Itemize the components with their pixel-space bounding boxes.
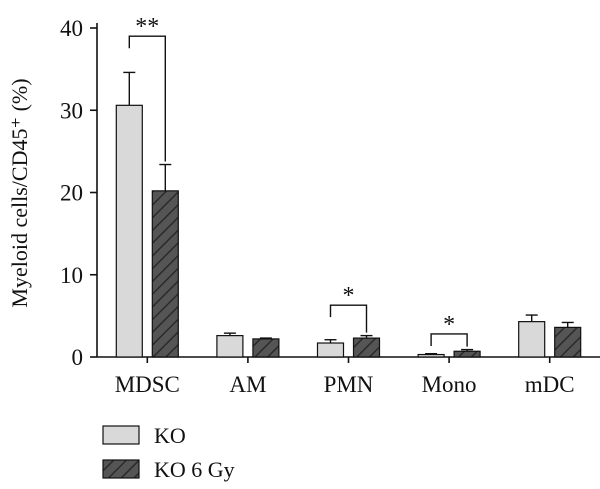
bar-am-ko [216, 335, 244, 358]
y-tick-label: 0 [72, 345, 84, 370]
bar-am-ko-6gy [252, 338, 280, 358]
x-tick-label: Mono [422, 372, 477, 397]
x-tick-label: mDC [525, 372, 575, 397]
bar-mdsc-ko-6gy [151, 190, 179, 358]
significance-label: * [443, 312, 455, 338]
bar-mdc-ko-6gy [554, 326, 582, 358]
bar-mdsc-ko [115, 104, 143, 358]
y-tick-label: 20 [60, 181, 83, 206]
x-tick-label: MDSC [115, 372, 180, 397]
bar-mono-ko-6gy [453, 350, 481, 358]
legend-label-ko-6gy: KO 6 Gy [154, 457, 235, 482]
significance-label: * [343, 283, 355, 309]
y-axis-label: Myeloid cells/CD45⁺ (%) [7, 78, 32, 307]
bar-pmn-ko-6gy [352, 337, 381, 358]
y-tick-label: 10 [60, 263, 83, 288]
legend-label-ko: KO [154, 423, 186, 448]
bar-pmn-ko [316, 342, 345, 358]
x-tick-label: AM [229, 372, 266, 397]
significance-bracket [430, 333, 468, 347]
legend: KO KO 6 Gy [102, 423, 235, 482]
legend-swatch-ko-6gy [102, 459, 140, 479]
bar-mdc-ko [518, 321, 546, 358]
y-tick-label: 40 [60, 16, 83, 41]
legend-swatch-ko [102, 425, 140, 445]
x-tick-label: PMN [324, 372, 374, 397]
y-tick-label: 30 [60, 98, 83, 123]
significance-bracket [329, 304, 368, 333]
bar-mono-ko [417, 353, 445, 358]
significance-label: ** [135, 14, 159, 40]
significance-bracket [128, 35, 166, 162]
